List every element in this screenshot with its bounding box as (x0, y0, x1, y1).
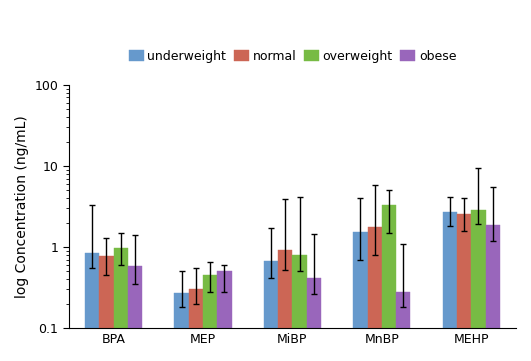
Legend: underweight, normal, overweight, obese: underweight, normal, overweight, obese (129, 50, 456, 63)
Bar (114, 248, 128, 361)
Bar (472, 210, 485, 361)
Bar (278, 249, 293, 361)
Y-axis label: log Concentration (ng/mL): log Concentration (ng/mL) (15, 115, 29, 298)
Bar (367, 227, 382, 361)
Bar (217, 271, 232, 361)
Bar (457, 214, 472, 361)
Bar (189, 290, 203, 361)
Bar (293, 255, 307, 361)
Bar (396, 292, 410, 361)
Bar (485, 225, 500, 361)
Bar (307, 278, 321, 361)
Bar (353, 232, 367, 361)
Bar (128, 266, 142, 361)
Bar (203, 275, 217, 361)
Bar (443, 212, 457, 361)
Bar (85, 253, 99, 361)
Bar (264, 261, 278, 361)
Bar (174, 293, 189, 361)
Bar (382, 205, 396, 361)
Bar (99, 256, 114, 361)
